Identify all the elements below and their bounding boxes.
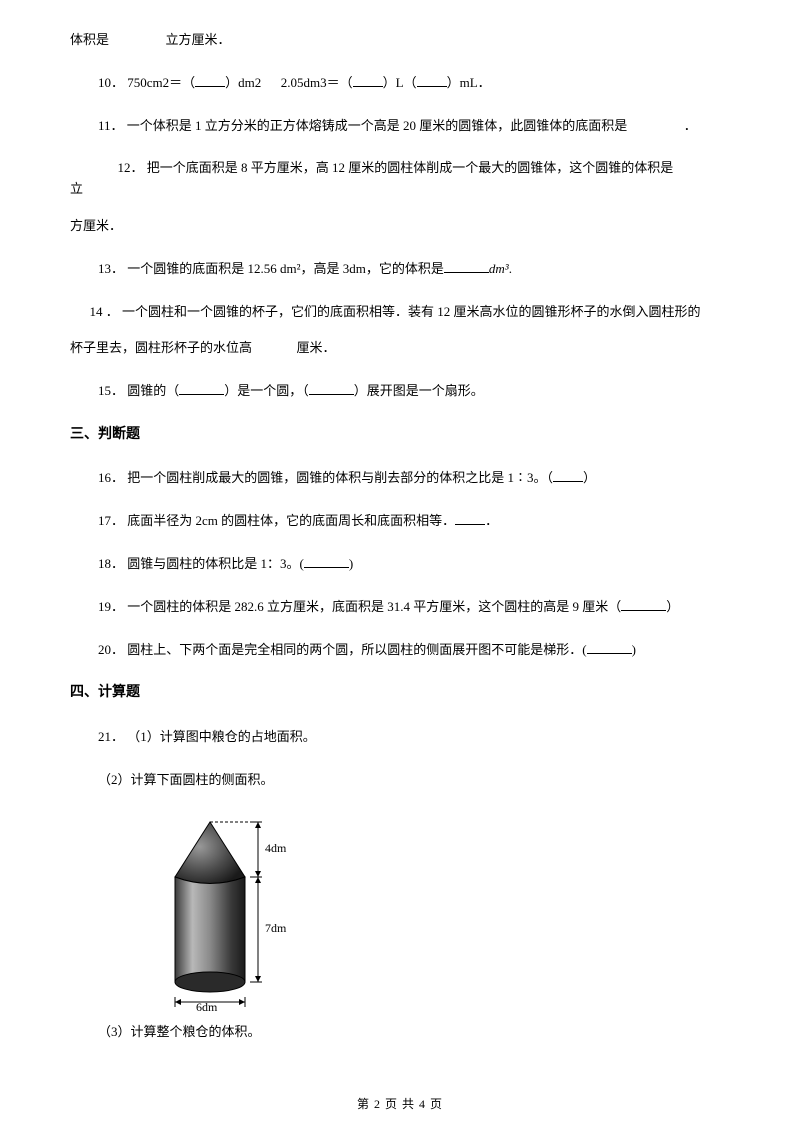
q-num: 21． [98,729,124,744]
q-num: 19． [98,599,124,614]
question-16: 16． 把一个圆柱削成最大的圆锥，圆锥的体积与削去部分的体积之比是 1∶3。（ ） [70,468,730,489]
question-18: 18． 圆锥与圆柱的体积比是 1：3。() [70,554,730,575]
blank-underline [309,382,354,395]
question-20: 20． 圆柱上、下两个面是完全相同的两个圆，所以圆柱的侧面展开图不可能是梯形．(… [70,640,730,661]
question-12: 12． 把一个底面积是 8 平方厘米，高 12 厘米的圆柱体削成一个最大的圆锥体… [70,158,730,236]
question-10: 10． 750cm2＝（ ）dm2 2.05dm3＝（ ）L（ ）mL． [70,73,730,94]
question-13: 13． 一个圆锥的底面积是 12.56 dm²，高是 3dm，它的体积是 dm³. [70,259,730,280]
text: 一个体积是 1 立方分米的正方体熔铸成一个高是 20 厘米的圆锥体，此圆锥体的底… [127,118,628,133]
text: （3）计算整个粮仓的体积。 [98,1024,261,1039]
q-num: 10． [98,75,124,90]
text: ）dm2 [225,75,261,90]
q-num: 11． [98,118,124,133]
page-footer: 第 2 页 共 4 页 [0,1095,800,1114]
text: ） [666,599,679,614]
question-21-part3: （3）计算整个粮仓的体积。 [70,1022,730,1043]
text: 圆锥的（ [127,383,179,398]
text: ）L（ [383,75,417,90]
question-11: 11． 一个体积是 1 立方分米的正方体熔铸成一个高是 20 厘米的圆锥体，此圆… [70,116,730,137]
question-15: 15． 圆锥的（ ）是一个圆，（ ）展开图是一个扇形。 [70,381,730,402]
question-21-part1: 21． （1）计算图中粮仓的占地面积。 [70,727,730,748]
q-num: 15． [98,383,124,398]
q-num: 16． [98,470,124,485]
label-4dm: 4dm [265,841,287,855]
text: ． [485,513,498,528]
text: （2）计算下面圆柱的侧面积。 [98,772,274,787]
blank-underline [179,382,224,395]
label-6dm: 6dm [196,1000,218,1012]
text: ) [632,642,636,657]
q-num: 12． [118,160,144,175]
text: 圆柱上、下两个面是完全相同的两个圆，所以圆柱的侧面展开图不可能是梯形．( [127,642,586,657]
text: ． [684,118,697,133]
q14-line1: 14 ． 一个圆柱和一个圆锥的杯子，它们的底面积相等．装有 12 厘米高水位的圆… [70,302,730,323]
grain-silo-diagram: 4dm 7dm 6dm [150,812,350,1012]
text-prefix: 体积是 [70,32,109,47]
text: ) [349,556,353,571]
blank-underline [455,512,485,525]
text: ）mL． [447,75,491,90]
text: 杯子里去，圆柱形杯子的水位高 [70,340,252,355]
blank-underline [195,74,225,87]
text: . [509,261,512,276]
text: 底面半径为 2cm 的圆柱体，它的底面周长和底面积相等． [127,513,455,528]
q14-line2: 杯子里去，圆柱形杯子的水位高 厘米． [70,338,730,359]
unit-text: dm³ [489,261,509,276]
q12-line1: 12． 把一个底面积是 8 平方厘米，高 12 厘米的圆柱体削成一个最大的圆锥体… [70,160,717,196]
section-3-title: 三、判断题 [70,424,730,446]
question-14: 14 ． 一个圆柱和一个圆锥的杯子，它们的底面积相等．装有 12 厘米高水位的圆… [70,302,730,360]
label-7dm: 7dm [265,921,287,935]
text: ）展开图是一个扇形。 [354,383,484,398]
q12-line2: 方厘米． [70,216,730,237]
text: 立 [70,181,83,196]
blank-underline [553,469,583,482]
text-suffix: 立方厘米． [166,32,231,47]
section-4-title: 四、计算题 [70,682,730,704]
text: ） [583,470,596,485]
blank-underline [417,74,447,87]
text: 一个圆柱和一个圆锥的杯子，它们的底面积相等．装有 12 厘米高水位的圆锥形杯子的… [122,304,701,319]
blank-underline [353,74,383,87]
q-num: 17． [98,513,124,528]
text: 750cm2＝（ [127,75,195,90]
blank-underline [444,260,489,273]
top-continuation-line: 体积是 立方厘米． [70,30,730,51]
text: 一个圆柱的体积是 282.6 立方厘米，底面积是 31.4 平方厘米，这个圆柱的… [127,599,621,614]
q-num: 14 ． [90,304,119,319]
text: 一个圆锥的底面积是 12.56 dm²，高是 3dm，它的体积是 [127,261,444,276]
text: 把一个圆柱削成最大的圆锥，圆锥的体积与削去部分的体积之比是 1∶3。（ [127,470,553,485]
question-17: 17． 底面半径为 2cm 的圆柱体，它的底面周长和底面积相等． ． [70,511,730,532]
text: 厘米． [297,340,336,355]
text: ）是一个圆，（ [224,383,309,398]
text: （1）计算图中粮仓的占地面积。 [127,729,316,744]
text: 把一个底面积是 8 平方厘米，高 12 厘米的圆柱体削成一个最大的圆锥体，这个圆… [147,160,674,175]
blank-underline [621,598,666,611]
blank-underline [587,641,632,654]
silo-svg: 4dm 7dm 6dm [150,812,330,1012]
q-num: 20． [98,642,124,657]
q-num: 13． [98,261,124,276]
question-21-part2: （2）计算下面圆柱的侧面积。 [70,770,730,791]
text: 圆锥与圆柱的体积比是 1：3。( [127,556,304,571]
blank-underline [304,555,349,568]
question-19: 19． 一个圆柱的体积是 282.6 立方厘米，底面积是 31.4 平方厘米，这… [70,597,730,618]
q-num: 18． [98,556,124,571]
text: 2.05dm3＝（ [281,75,353,90]
text: 方厘米． [70,218,122,233]
